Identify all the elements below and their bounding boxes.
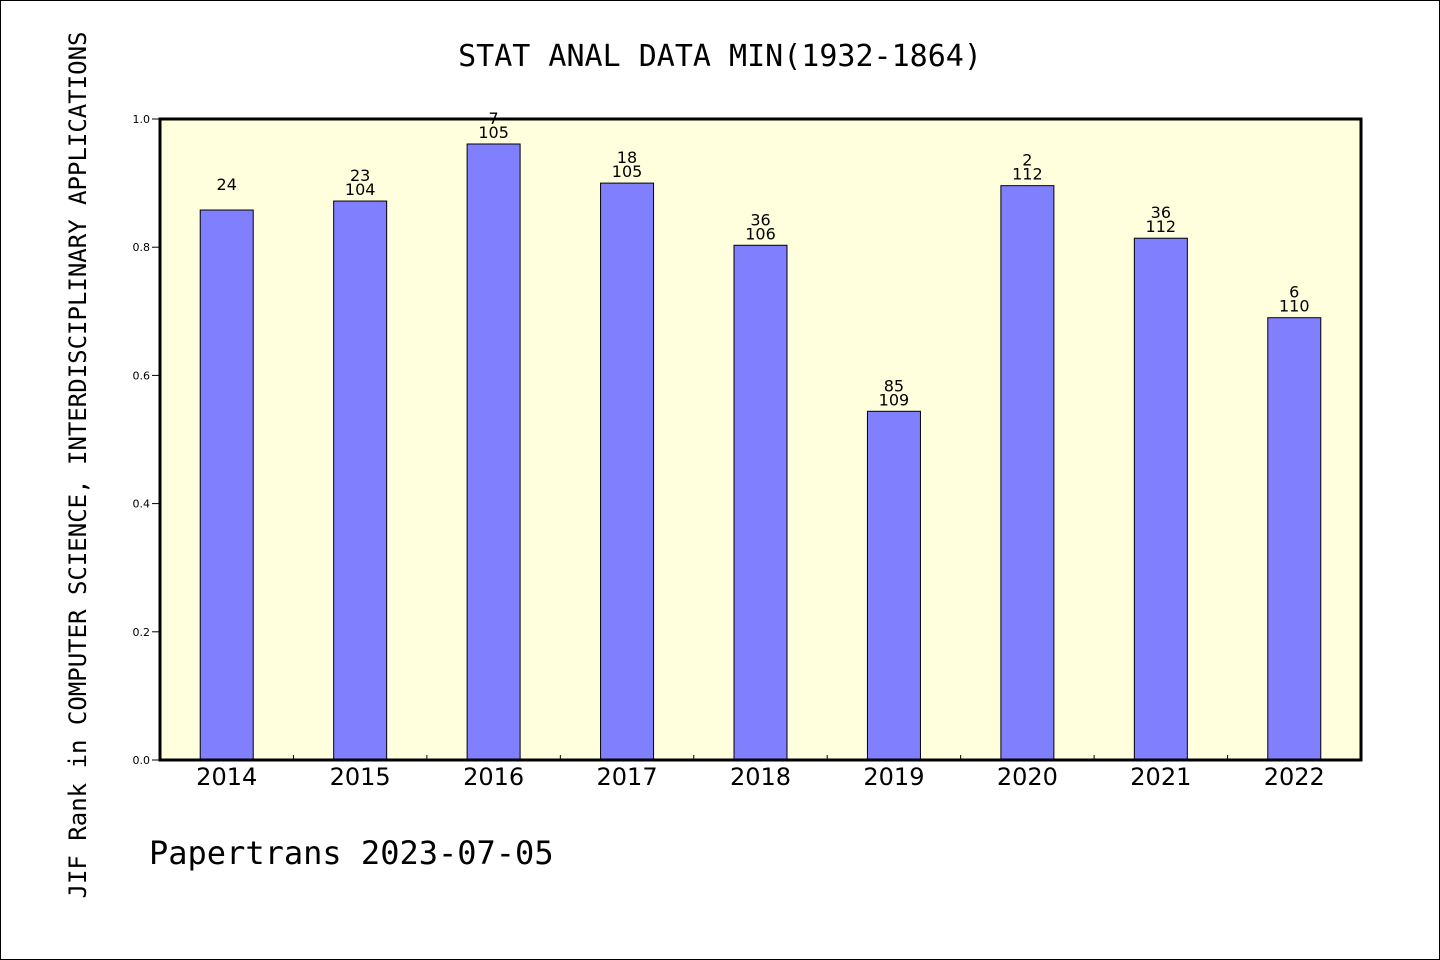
data-label-rank: 85	[884, 376, 904, 395]
data-label-rank: 6	[1289, 283, 1299, 302]
data-label-rank: 18	[617, 148, 637, 167]
data-label-rank: 2	[1022, 151, 1032, 170]
data-label-total: 109	[879, 390, 910, 409]
x-tick-label: 2020	[997, 763, 1058, 791]
y-tick-label: 0.4	[133, 498, 151, 511]
data-label-rank: 36	[1151, 203, 1171, 222]
bar-2014	[199, 209, 254, 761]
x-tick-label: 2015	[330, 763, 391, 791]
y-axis-label: JIF Rank in COMPUTER SCIENCE, INTERDISCI…	[64, 32, 92, 899]
footer-note: Papertrans 2023-07-05	[149, 834, 554, 872]
plot-border	[158, 117, 1363, 762]
data-label-total: 110	[1279, 297, 1310, 316]
x-tick-label: 2021	[1130, 763, 1191, 791]
x-tick-label: 2016	[463, 763, 524, 791]
y-tick-label: 1.0	[133, 113, 151, 126]
x-tick-label: 2014	[196, 763, 257, 791]
bar-2015	[333, 200, 388, 761]
x-tick-label: 2019	[863, 763, 924, 791]
chart-title: STAT ANAL DATA MIN(1932-1864)	[458, 39, 982, 74]
data-label-total: 106	[745, 224, 776, 243]
y-tick-label: 0.6	[133, 369, 151, 382]
data-label-total: 104	[345, 180, 376, 199]
data-label-total: 112	[1146, 217, 1177, 236]
bar-2020	[1000, 185, 1055, 761]
bar-2018	[733, 244, 788, 761]
bar-2021	[1133, 237, 1188, 761]
y-tick-label: 0.2	[133, 626, 151, 639]
bar-2016	[466, 143, 521, 761]
data-label-rank: 23	[350, 166, 370, 185]
x-tick-label: 2022	[1264, 763, 1325, 791]
data-label-total: 105	[612, 162, 643, 181]
data-label-rank: 24	[217, 175, 237, 194]
y-tick-label: 0.8	[133, 241, 151, 254]
data-label-total: 112	[1012, 165, 1043, 184]
bar-2017	[600, 182, 655, 761]
x-tick-label: 2018	[730, 763, 791, 791]
data-label-total: 105	[478, 123, 509, 142]
data-label-rank: 36	[750, 210, 770, 229]
bar-2019	[866, 410, 921, 761]
bar-2022	[1267, 317, 1322, 761]
x-tick-label: 2017	[597, 763, 658, 791]
y-tick-label: 0.0	[133, 754, 151, 767]
